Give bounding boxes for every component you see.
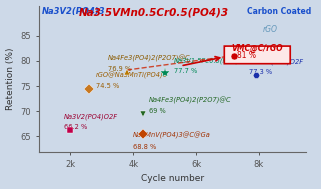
Text: Na3V2(PO4)O2F: Na3V2(PO4)O2F (64, 113, 118, 120)
Text: 81 %: 81 % (237, 51, 256, 60)
Text: 77.3 %: 77.3 % (249, 69, 273, 75)
Text: 77.7 %: 77.7 % (174, 68, 197, 74)
Text: 68.8 %: 68.8 % (133, 143, 157, 149)
Text: Carbon Coated: Carbon Coated (247, 7, 311, 16)
Text: Na3V1.5Fe0.5(PO4)3: Na3V1.5Fe0.5(PO4)3 (174, 57, 244, 64)
X-axis label: Cycle number: Cycle number (141, 174, 204, 184)
Text: Na3V2(PO4)3: Na3V2(PO4)3 (42, 7, 105, 16)
FancyBboxPatch shape (224, 46, 290, 64)
Text: Na4MnV(PO4)3@C@Ga: Na4MnV(PO4)3@C@Ga (133, 132, 211, 139)
Text: 66.2 %: 66.2 % (64, 124, 87, 130)
Y-axis label: Retention (%): Retention (%) (5, 47, 14, 110)
Text: 74.5 %: 74.5 % (96, 83, 119, 89)
Text: 76.9 %: 76.9 % (108, 67, 131, 72)
Text: Na3.5VMn0.5Cr0.5(PO4)3: Na3.5VMn0.5Cr0.5(PO4)3 (79, 7, 229, 17)
Text: VMC@C/rGO: VMC@C/rGO (231, 44, 283, 53)
Text: rGO@Na3MnTi(PO4)3: rGO@Na3MnTi(PO4)3 (96, 72, 168, 79)
Text: rGO: rGO (263, 25, 278, 33)
Text: Na3V2(PO4)O2F: Na3V2(PO4)O2F (249, 58, 303, 65)
Text: Na4Fe3(PO4)2(P2O7)@C: Na4Fe3(PO4)2(P2O7)@C (108, 55, 191, 62)
Text: 69 %: 69 % (149, 108, 166, 114)
Text: Na4Fe3(PO4)2(P2O7)@C: Na4Fe3(PO4)2(P2O7)@C (149, 97, 231, 104)
